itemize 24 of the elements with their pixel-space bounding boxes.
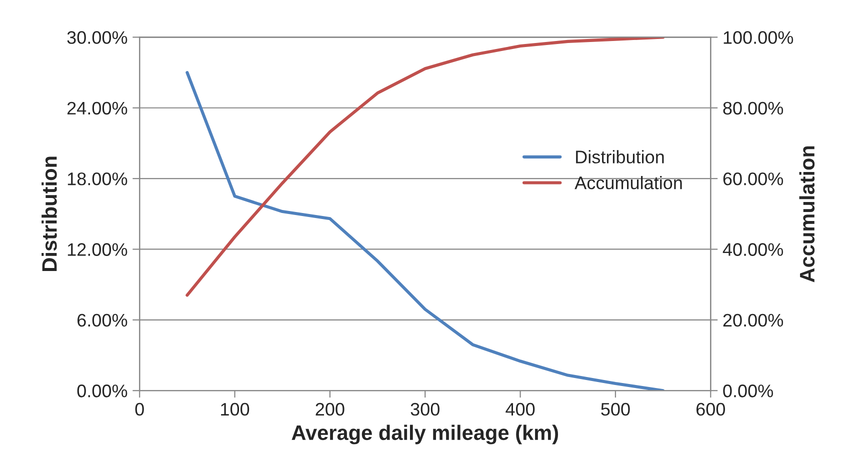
x-tick-label: 200 [316,402,344,416]
y-tick-label: 12.00% [68,243,128,256]
x-tick-label: 300 [410,402,440,416]
legend-label: Distribution [576,150,664,164]
x-tick-label: 400 [506,402,535,416]
y-axis-title: Distribution [42,156,57,271]
y-tick-label: 0.00% [77,384,128,398]
y2-tick-label: 20.00% [723,314,784,327]
y-tick-label: 24.00% [67,102,128,115]
y2-tick-label: 80.00% [723,102,784,115]
y2-tick-label: 100.00% [724,31,794,44]
y2-tick-label: 60.00% [723,172,784,186]
y-tick-label: 30.00% [67,31,128,44]
y-tick-label: 6.00% [78,314,128,327]
x-axis-title: Average daily mileage (km) [292,424,558,444]
x-tick-label: 0 [135,402,144,416]
y2-axis-title: Accumulation [799,146,815,282]
x-tick-label: 500 [601,402,630,416]
x-tick-label: 100 [221,402,250,416]
x-tick-label: 600 [696,402,725,416]
y2-tick-label: 0.00% [723,384,773,398]
legend-label: Accumulation [574,176,682,190]
y2-tick-label: 40.00% [722,243,784,256]
y-tick-label: 18.00% [68,172,128,186]
